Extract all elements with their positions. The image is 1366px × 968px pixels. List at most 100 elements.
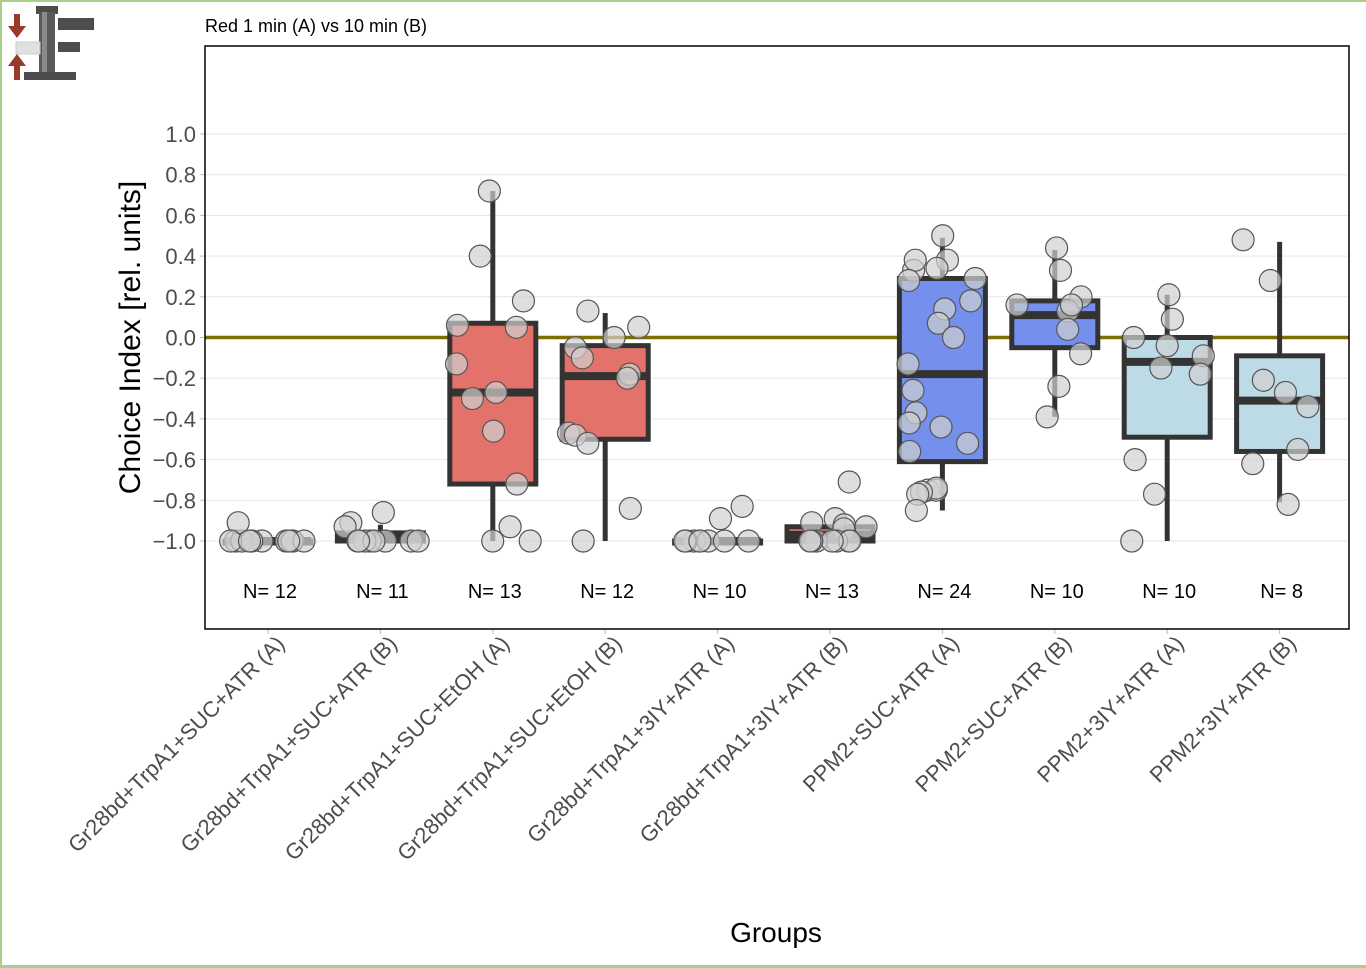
data-point [1188, 362, 1212, 386]
data-point [570, 346, 594, 370]
data-point [618, 496, 642, 521]
data-point [615, 366, 639, 390]
data-point [931, 224, 955, 248]
n-count-label: N= 24 [917, 581, 971, 603]
data-point [571, 529, 595, 553]
data-point [505, 472, 529, 496]
data-point [712, 529, 737, 553]
y-tick-label: 0.2 [165, 285, 196, 310]
data-point [445, 313, 470, 337]
n-count-label: N= 10 [1030, 581, 1084, 603]
data-point [481, 529, 505, 553]
data-point [1120, 529, 1144, 553]
window-frame-top [0, 0, 1366, 2]
y-axis-label: Choice Index [rel. units] [114, 181, 147, 495]
data-point [511, 289, 536, 313]
box [1009, 298, 1101, 351]
data-point [929, 415, 953, 439]
data-point [904, 498, 928, 523]
data-point [897, 268, 921, 293]
data-point [941, 325, 966, 350]
data-point [1231, 228, 1255, 252]
x-tick-label: Gr28bd+TrpA1+SUC+ATR (A) [63, 631, 289, 857]
data-point [925, 256, 949, 280]
data-point [688, 529, 712, 553]
y-tick-label: 0.4 [165, 244, 196, 269]
data-point [926, 311, 950, 335]
data-point [576, 431, 600, 455]
data-point [736, 529, 761, 553]
data-point [837, 470, 861, 494]
data-point [963, 266, 987, 291]
x-tick-label: Gr28bd+TrpA1+SUC+ATR (B) [175, 631, 401, 857]
data-point [468, 244, 492, 268]
y-tick-label: −0.4 [153, 407, 196, 432]
n-count-label: N= 13 [468, 581, 522, 603]
x-tick-label: Gr28bd+TrpA1+SUC+EtOH (A) [280, 631, 515, 866]
y-tick-label: −0.8 [153, 488, 196, 513]
data-point [602, 325, 626, 350]
data-point [277, 529, 301, 553]
data-point [1068, 342, 1093, 366]
n-count-label: N= 12 [243, 581, 297, 603]
data-point [371, 500, 395, 525]
data-point [576, 299, 600, 323]
n-count-label: N= 13 [805, 581, 859, 603]
y-tick-label: −1.0 [153, 529, 196, 554]
data-point [798, 529, 822, 553]
data-point [1122, 325, 1146, 350]
n-count-label: N= 8 [1260, 581, 1303, 603]
x-axis-label: Groups [730, 917, 822, 948]
data-point [1059, 293, 1084, 317]
y-tick-label: 0.0 [165, 326, 196, 351]
data-point [406, 529, 430, 553]
data-point [484, 380, 508, 405]
data-point [1056, 317, 1080, 341]
n-count-label: N= 10 [1142, 581, 1196, 603]
data-point [460, 386, 485, 411]
data-point [498, 515, 522, 539]
data-point [1258, 268, 1282, 293]
data-point [1241, 452, 1265, 476]
data-point [1035, 405, 1059, 429]
data-point [1047, 374, 1071, 398]
x-tick-label: Gr28bd+TrpA1+SUC+EtOH (B) [392, 631, 627, 866]
y-tick-label: −0.6 [153, 448, 196, 473]
data-point [1273, 380, 1298, 405]
data-point [897, 411, 921, 435]
data-point [1157, 283, 1181, 307]
data-point [1044, 236, 1069, 260]
window-frame-left [0, 0, 2, 968]
data-point [898, 439, 922, 464]
x-tick-label: Gr28bd+TrpA1+3IY+ATR (B) [635, 631, 852, 848]
data-point [1149, 356, 1173, 380]
data-point [1160, 307, 1184, 331]
data-point [481, 419, 506, 443]
data-point [477, 179, 501, 203]
window-frame-bottom [0, 965, 1366, 968]
data-point [1296, 395, 1320, 419]
y-tick-label: 0.8 [165, 163, 196, 188]
data-point [1276, 492, 1300, 516]
data-point [627, 315, 651, 339]
data-point [1005, 293, 1029, 317]
data-point [896, 352, 920, 376]
data-point [708, 507, 733, 531]
plot-panel-border [204, 45, 1350, 630]
data-point [956, 431, 980, 455]
data-point [1048, 258, 1073, 282]
chart-title: Red 1 min (A) vs 10 min (B) [205, 16, 428, 36]
data-point [237, 529, 262, 553]
n-count-label: N= 11 [356, 581, 408, 603]
data-point [903, 248, 927, 272]
data-point [820, 529, 844, 553]
clamp-press-icon [8, 6, 94, 80]
y-tick-label: 1.0 [165, 122, 196, 147]
x-tick-label: Gr28bd+TrpA1+3IY+ATR (A) [522, 631, 739, 848]
data-point [444, 352, 469, 376]
data-point [1142, 482, 1167, 506]
data-point [346, 529, 371, 553]
y-tick-label: −0.2 [153, 366, 196, 391]
data-point [504, 315, 528, 339]
data-point [901, 378, 925, 403]
